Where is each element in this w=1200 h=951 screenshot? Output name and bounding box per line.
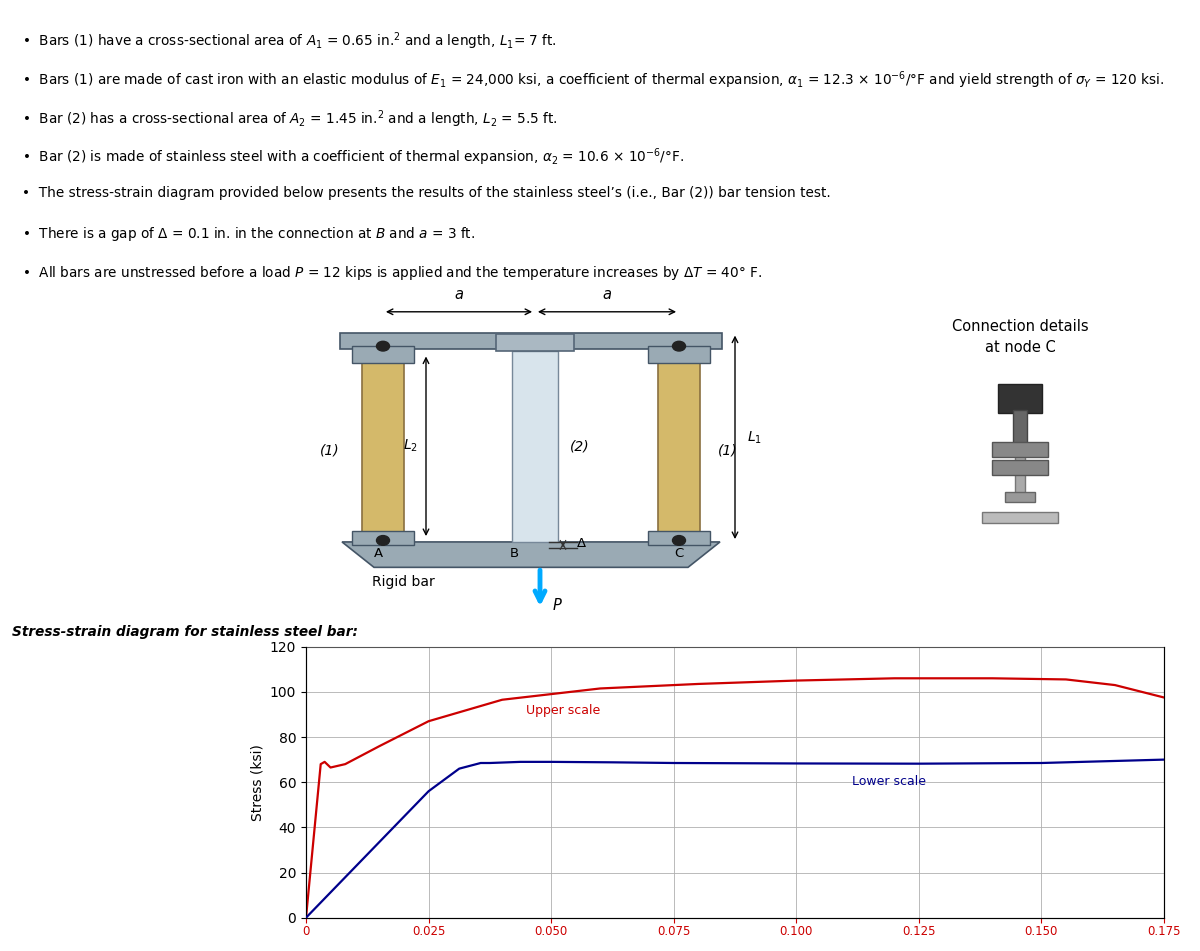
Text: $\Delta$: $\Delta$ [576,537,587,550]
Bar [648,532,710,545]
Text: •  All bars are unstressed before a load $P$ = 12 kips is applied and the temper: • All bars are unstressed before a load … [22,263,762,281]
Circle shape [377,535,390,545]
Bar [658,349,700,542]
Bar [1015,456,1025,495]
Text: $L_2$: $L_2$ [403,438,418,455]
Text: at node C: at node C [985,340,1055,355]
Text: •  Bars (1) have a cross-sectional area of $A_1$ = 0.65 in.$^2$ and a length, $L: • Bars (1) have a cross-sectional area o… [22,30,557,51]
Polygon shape [342,542,720,568]
Text: •  Bar (2) has a cross-sectional area of $A_2$ = 1.45 in.$^2$ and a length, $L_2: • Bar (2) has a cross-sectional area of … [22,108,557,129]
Text: $P$: $P$ [552,596,563,612]
Bar [992,442,1048,456]
Text: $L_1$: $L_1$ [746,429,762,445]
Bar [496,334,574,351]
Bar [992,459,1048,475]
Circle shape [672,341,685,351]
Text: Stress-strain diagram for stainless steel bar:: Stress-strain diagram for stainless stee… [12,626,358,639]
Text: Connection details: Connection details [952,320,1088,334]
Text: •  The stress-strain diagram provided below presents the results of the stainles: • The stress-strain diagram provided bel… [22,185,830,200]
Y-axis label: Stress (ksi): Stress (ksi) [251,744,264,821]
Bar [352,532,414,545]
Bar [340,333,722,349]
Text: Rigid bar: Rigid bar [372,575,434,590]
Bar [648,346,710,362]
Bar [512,351,558,542]
Circle shape [377,341,390,351]
Text: A: A [373,548,383,560]
Bar [982,512,1058,522]
Text: Upper scale: Upper scale [527,705,600,717]
Text: (1): (1) [320,443,340,457]
Text: Lower scale: Lower scale [852,775,926,788]
Bar [362,349,404,542]
Text: $a$: $a$ [454,287,464,302]
Text: •  There is a gap of $\Delta$ = 0.1 in. in the connection at $B$ and $a$ = 3 ft.: • There is a gap of $\Delta$ = 0.1 in. i… [22,224,475,243]
Text: (2): (2) [570,439,589,454]
Text: C: C [674,548,684,560]
Bar [998,384,1042,413]
Bar [1013,411,1027,445]
Text: (1): (1) [718,443,738,457]
Bar [352,346,414,362]
Text: •  Bars (1) are made of cast iron with an elastic modulus of $E_1$ = 24,000 ksi,: • Bars (1) are made of cast iron with an… [22,69,1164,90]
Bar [1004,492,1034,502]
Text: B: B [510,548,518,560]
Text: $a$: $a$ [602,287,612,302]
Circle shape [672,535,685,545]
Text: •  Bar (2) is made of stainless steel with a coefficient of thermal expansion, $: • Bar (2) is made of stainless steel wit… [22,146,684,168]
